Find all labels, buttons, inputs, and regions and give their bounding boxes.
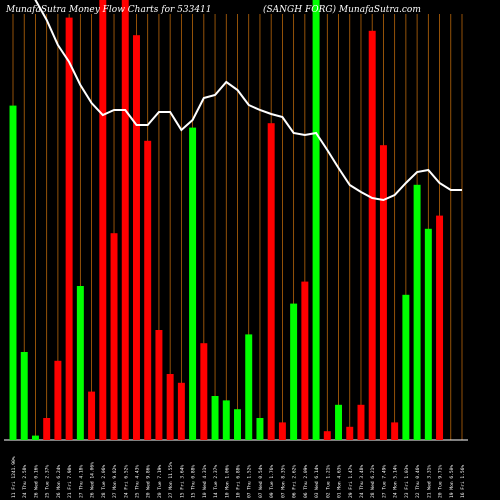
x-tick-label: 24 Thu 2.58%: [22, 465, 28, 498]
bar: [424, 228, 432, 440]
x-tick-label: 07 Wed 0.54%: [258, 465, 264, 498]
bar: [189, 127, 197, 440]
bar: [31, 435, 39, 440]
x-tick-label: 09 Tue 1.76%: [269, 465, 275, 498]
bar: [436, 215, 444, 440]
bar: [20, 352, 28, 440]
x-tick-label: 28 Tue 2.06%: [101, 465, 107, 498]
x-tick-label: 20 Wed 9.86%: [146, 465, 152, 498]
chart-title-left: MunafaSutra Money Flow Charts for 533411: [5, 5, 212, 15]
bar: [211, 396, 219, 440]
bar: [121, 0, 129, 440]
bar: [346, 426, 354, 440]
bar: [200, 343, 208, 440]
x-tick-label: 27 Tue 7.49%: [381, 465, 387, 498]
x-tick-label: 27 Thu 4.18%: [78, 465, 84, 498]
bar: [54, 360, 62, 440]
x-tick-label: 06 Fri 2.62%: [292, 465, 298, 498]
x-tick-label: 26 Wed 0.16%: [33, 465, 39, 498]
x-tick-label: 24 Fri 6.52%: [123, 465, 129, 498]
x-tick-label: 10 Wed 4.31%: [202, 465, 208, 498]
x-tick-label: 06 Thu 2.09%: [303, 465, 309, 498]
bar: [166, 374, 174, 440]
bar: [402, 294, 410, 440]
bar: [278, 422, 286, 440]
x-tick-label: 27 Mon 9.82%: [112, 465, 118, 498]
x-tick-label: 11 Fri 1241.90%: [11, 456, 17, 498]
x-tick-label: 29 Fri 1.47%: [348, 465, 354, 498]
x-tick-label: 07 Thu 1.52%: [247, 465, 253, 498]
bar: [144, 140, 152, 441]
bar: [357, 404, 365, 440]
x-tick-label: 26 Mon 6.24%: [56, 465, 62, 498]
bar: [335, 404, 343, 440]
x-tick-label: 23 Fri 1.03%: [404, 465, 410, 498]
x-tick-label: 22 Thu 0.46%: [415, 465, 421, 498]
bar: [301, 281, 309, 440]
x-tick-label: 15 Fri 3.64%: [179, 465, 185, 498]
bar: [9, 105, 17, 440]
bar: [133, 35, 140, 440]
x-tick-label: 02 Tue 1.21%: [325, 465, 331, 498]
chart-title-right: (SANGH FORG) MunafaSutra.com: [263, 4, 421, 15]
x-tick-label: 01 Mon 4.63%: [337, 465, 343, 498]
x-tick-label: 28 Wed 6.21%: [370, 465, 376, 498]
bar: [256, 418, 264, 440]
bar: [312, 0, 320, 440]
bar: [88, 391, 96, 440]
x-tick-label: 27 Mon 11.55%: [168, 462, 174, 498]
x-tick-label: 24 Mon 5.14%: [393, 465, 399, 498]
x-tick-label: 25 Thu 4.43%: [134, 465, 140, 498]
x-tick-label: 21 Wed 3.31%: [426, 465, 432, 498]
bar: [290, 303, 298, 440]
x-axis-labels: 11 Fri 1241.90% 24 Thu 2.58% 26 Wed 0.16% 2…: [11, 456, 466, 498]
x-tick-label: 19 Mon 6.50%: [449, 465, 455, 498]
x-tick-label: 20 Tue 7.19%: [157, 465, 163, 498]
bar: [234, 409, 241, 440]
bar: [155, 330, 163, 440]
bar: [65, 17, 73, 440]
x-tick-label: 25 Tue 2.37%: [45, 465, 51, 498]
bar-series: [9, 0, 444, 441]
price-line: [34, 0, 462, 202]
bar: [379, 145, 387, 440]
x-tick-label: 26 Wed 14.06%: [90, 462, 96, 498]
bar: [76, 286, 84, 440]
bar: [110, 233, 118, 440]
bar: [391, 422, 399, 440]
x-tick-label: 14 Tue 2.37%: [213, 465, 219, 498]
x-tick-label: 03 Wed 6.14%: [314, 465, 320, 498]
x-tick-label: 16 Fri 1.56%: [460, 465, 466, 498]
bar: [245, 334, 253, 440]
bar: [368, 30, 376, 441]
bar: [323, 431, 331, 440]
bar: [413, 184, 421, 440]
x-tick-label: 20 Tue 9.71%: [438, 465, 444, 498]
x-tick-label: 24 Thu 3.48%: [359, 465, 365, 498]
bar: [99, 0, 107, 440]
bar: [267, 123, 275, 440]
x-tick-label: 10 Mon 1.06%: [224, 465, 230, 498]
bar: [43, 418, 51, 440]
bar: [222, 400, 230, 440]
x-tick-label: 07 Mon 8.35%: [280, 465, 286, 498]
x-tick-label: 21 Fri 7.98%: [67, 465, 73, 498]
x-tick-label: 10 Fri 6.88%: [236, 465, 242, 498]
x-tick-label: 15 Thu 0.88%: [191, 465, 197, 498]
bar: [177, 382, 185, 440]
